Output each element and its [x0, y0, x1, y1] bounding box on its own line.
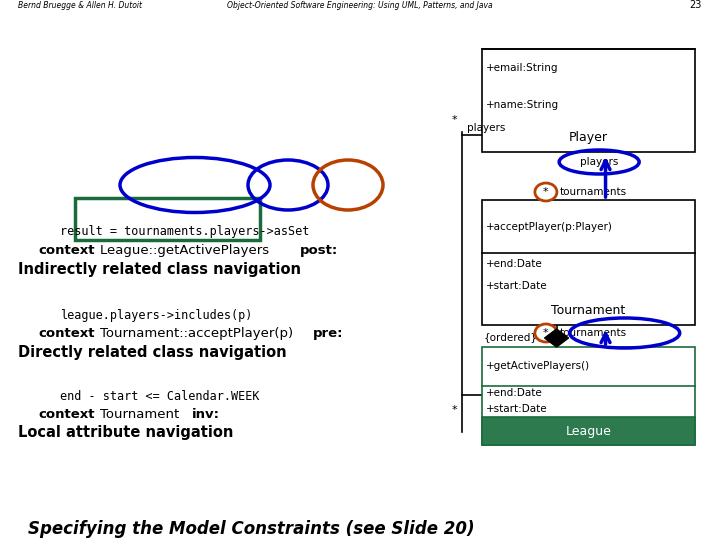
Text: tournaments: tournaments	[560, 328, 627, 338]
Bar	[75, 198, 260, 240]
Text: Bernd Bruegge & Allen H. Dutoit: Bernd Bruegge & Allen H. Dutoit	[18, 1, 142, 10]
Text: context: context	[38, 408, 94, 421]
Text: Indirectly related class navigation: Indirectly related class navigation	[18, 262, 301, 277]
Text: *: *	[543, 187, 549, 197]
Bar	[482, 417, 695, 445]
Text: Local attribute navigation: Local attribute navigation	[18, 425, 233, 440]
Text: Player: Player	[569, 132, 608, 145]
Text: Specifying the Model Constraints (see Slide 20): Specifying the Model Constraints (see Sl…	[28, 520, 474, 538]
Text: 23: 23	[690, 0, 702, 10]
Text: +name:String: +name:String	[486, 100, 559, 110]
Text: context: context	[38, 244, 94, 257]
Text: League: League	[566, 424, 611, 437]
Text: end - start <= Calendar.WEEK: end - start <= Calendar.WEEK	[60, 390, 259, 403]
Text: League::getActivePlayers: League::getActivePlayers	[100, 244, 274, 257]
Text: +start:Date: +start:Date	[486, 281, 548, 291]
Polygon shape	[544, 329, 569, 347]
Bar	[482, 200, 695, 325]
Bar	[482, 417, 695, 445]
Text: Tournament: Tournament	[552, 305, 626, 318]
Text: inv:: inv:	[192, 408, 220, 421]
Text: Tournament::acceptPlayer(p): Tournament::acceptPlayer(p)	[100, 327, 297, 340]
Text: {ordered}: {ordered}	[484, 332, 538, 342]
Text: context: context	[38, 327, 94, 340]
Text: +start:Date: +start:Date	[486, 404, 548, 414]
Text: +end:Date: +end:Date	[486, 259, 543, 269]
Bar	[482, 49, 695, 152]
Text: post:: post:	[300, 244, 338, 257]
Text: *: *	[451, 115, 456, 125]
Text: players: players	[580, 157, 618, 167]
Text: players: players	[467, 123, 505, 133]
Text: +acceptPlayer(p:Player): +acceptPlayer(p:Player)	[486, 222, 613, 232]
Text: Directly related class navigation: Directly related class navigation	[18, 345, 287, 360]
Text: Object-Oriented Software Engineering: Using UML, Patterns, and Java: Object-Oriented Software Engineering: Us…	[228, 1, 492, 10]
Text: +getActivePlayers(): +getActivePlayers()	[486, 361, 590, 372]
Text: +end:Date: +end:Date	[486, 388, 543, 399]
Ellipse shape	[535, 324, 557, 342]
Text: pre:: pre:	[313, 327, 343, 340]
Text: Tournament: Tournament	[100, 408, 184, 421]
Text: result = tournaments.players->asSet: result = tournaments.players->asSet	[60, 225, 310, 238]
Text: tournaments: tournaments	[560, 187, 627, 197]
Ellipse shape	[535, 183, 557, 201]
Text: *: *	[543, 328, 549, 338]
Text: +email:String: +email:String	[486, 63, 559, 73]
Text: league.players->includes(p): league.players->includes(p)	[60, 309, 253, 322]
Text: *: *	[451, 405, 456, 415]
Bar	[482, 347, 695, 445]
